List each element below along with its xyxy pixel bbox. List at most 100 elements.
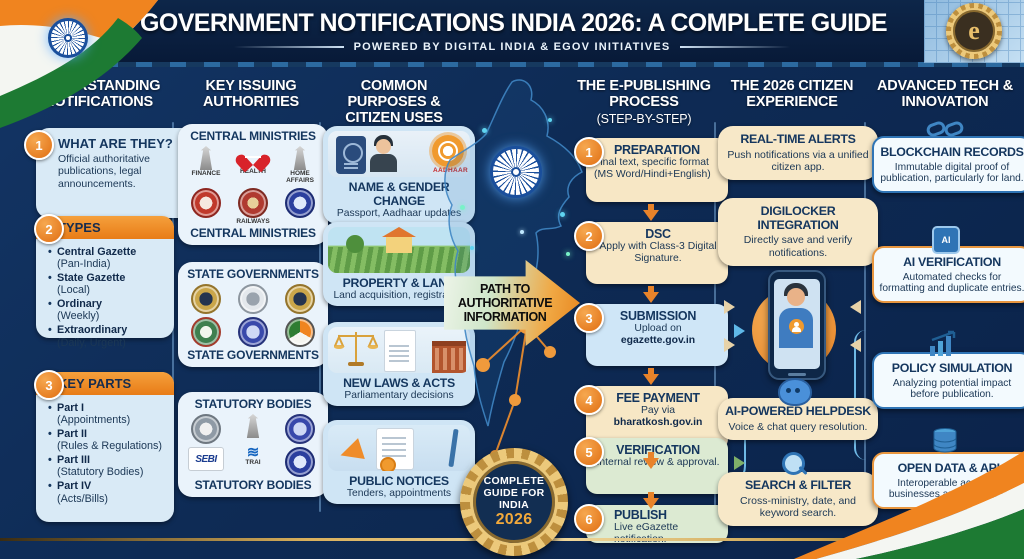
- types-card: 2 TYPES Central Gazette(Pan-India) State…: [34, 214, 174, 349]
- badge-year: 2026: [495, 510, 533, 528]
- step-number-badge: 6: [574, 504, 604, 534]
- database-icon: [933, 428, 957, 453]
- state-seal-icon: [285, 284, 315, 314]
- citizen-avatar: [787, 288, 805, 306]
- state-seal-icon: [238, 284, 268, 314]
- column-understanding: UNDERSTANDING NOTIFICATIONS 1 WHAT ARE T…: [22, 0, 204, 559]
- column-divider: [864, 122, 866, 512]
- statutory-seal-icon: [285, 447, 315, 477]
- megaphone-icon: [337, 438, 365, 466]
- step-body: Upload on egazette.gov.in: [620, 323, 696, 346]
- inflow-arrow-icon: [850, 338, 861, 352]
- ai-robot-icon: [778, 378, 812, 406]
- inflow-arrow-icon: [850, 300, 861, 314]
- state-seal-icon: [238, 317, 268, 347]
- icon-label: RAILWAYS: [236, 217, 270, 225]
- group-title: STATUTORY BODIES: [194, 397, 312, 411]
- ashoka-pillar-icon: [246, 414, 260, 438]
- card-body: Voice & chat query resolution.: [728, 420, 868, 433]
- step-submission: 3 SUBMISSION Upload on egazette.gov.in: [574, 303, 745, 366]
- flow-right-arrow-icon: [734, 456, 745, 470]
- state-seal-icon: [191, 284, 221, 314]
- scales-icon: [334, 332, 378, 366]
- flow-down-arrow-icon: [643, 452, 659, 469]
- policy-simulation-card: POLICY SIMULATION Analyzing potential im…: [872, 352, 1024, 410]
- step-body: Live eGazette notification.: [614, 522, 679, 545]
- ai-helpdesk-card: AI-POWERED HELPDESK Voice & chat query r…: [718, 398, 878, 441]
- list-item: Ordinary(Weekly): [48, 298, 168, 322]
- icon-row: SEBI ≋ TRAI: [180, 444, 326, 477]
- group-footer: CENTRAL MINISTRIES: [190, 226, 316, 241]
- card-body: Immutable digital proof of publication, …: [880, 161, 1024, 185]
- india-flag-wave-icon: [0, 0, 158, 128]
- list-item: Part II(Rules & Regulations): [48, 428, 168, 452]
- step-number-badge: 1: [24, 130, 54, 160]
- step-title: PREPARATION: [614, 143, 700, 157]
- column-subheading: (STEP-BY-STEP): [596, 112, 692, 126]
- card-title: KEY PARTS: [36, 372, 174, 395]
- card-title: NAME & GENDER CHANGE: [348, 180, 450, 208]
- ai-chip-icon: AI: [932, 226, 960, 254]
- card-title: BLOCKCHAIN RECORDS: [880, 145, 1024, 159]
- step-number-badge: 5: [574, 437, 604, 467]
- group-footer: STATUTORY BODIES: [194, 478, 312, 492]
- inflow-arrow-icon: [724, 300, 735, 314]
- card-subtitle: Land acquisition, registration: [333, 290, 465, 301]
- step-number-badge: 2: [574, 221, 604, 251]
- citizen-phone-illustration: [768, 270, 826, 380]
- finance-emblem-icon: [199, 146, 213, 170]
- icon-label: HOME AFFAIRS: [286, 170, 314, 184]
- column-heading: KEY ISSUING AUTHORITIES: [202, 78, 300, 111]
- icon-label: HEALTH: [240, 168, 266, 175]
- path-arrow-label: PATH TO AUTHORITATIVE INFORMATION: [457, 282, 553, 324]
- flow-connector-curve: [854, 330, 870, 460]
- card-body: Push notifications via a unified citizen…: [727, 148, 869, 174]
- flow-down-arrow-icon: [643, 204, 659, 221]
- step-number-badge: 3: [574, 303, 604, 333]
- icon-row: RAILWAYS: [180, 187, 326, 226]
- column-citizen-experience: THE 2026 CITIZEN EXPERIENCE REAL-TIME AL…: [718, 0, 878, 559]
- step-number-badge: 4: [574, 385, 604, 415]
- page-title: GOVERNMENT NOTIFICATIONS INDIA 2026: A C…: [140, 9, 888, 37]
- what-are-they-card: 1 WHAT ARE THEY? Official authoritative …: [24, 128, 204, 218]
- new-laws-acts-card: NEW LAWS & ACTS Parliamentary decisions: [323, 322, 475, 407]
- icon-label: TRAI: [245, 459, 261, 466]
- central-ministries-card: CENTRAL MINISTRIES FINANCE HEALTH HOME A…: [178, 124, 328, 246]
- step-body: Apply with Class-3 Digital Signature.: [599, 241, 717, 264]
- card-title: PROPERTY & LAND: [342, 276, 456, 290]
- subtitle-row: POWERED BY DIGITAL INDIA & EGOV INITIATI…: [0, 41, 1024, 53]
- icon-row: [180, 414, 326, 444]
- blockchain-records-card: BLOCKCHAIN RECORDS Immutable digital pro…: [872, 136, 1024, 194]
- passport-icon: [336, 136, 366, 174]
- card-subtitle: Tenders, appointments: [346, 488, 452, 499]
- card-title: NEW LAWS & ACTS: [343, 376, 455, 390]
- bullet-list: Central Gazette(Pan-India) State Gazette…: [36, 239, 174, 358]
- card-body: Automated checks for formatting and dupl…: [879, 271, 1024, 295]
- name-gender-change-card: AADHAAR NAME & GENDER CHANGE Passport, A…: [323, 126, 475, 225]
- badge-line: GUIDE FOR: [483, 486, 545, 499]
- group-title: CENTRAL MINISTRIES: [190, 129, 316, 143]
- key-parts-card: 3 KEY PARTS Part I(Appointments) Part II…: [34, 370, 174, 522]
- state-governments-card: STATE GOVERNMENTS STATE GOVERNMENTS: [178, 262, 328, 367]
- trai-logo-icon: ≋: [246, 444, 260, 461]
- list-item: Part III(Statutory Bodies): [48, 454, 168, 478]
- state-seal-icon: [191, 317, 221, 347]
- egazette-seal-icon: e: [946, 3, 1002, 59]
- card-title: OPEN DATA & APIs: [897, 461, 1007, 475]
- step-number-badge: 3: [34, 370, 64, 400]
- ministry-seal-icon: [285, 187, 315, 218]
- icon-row: FINANCE HEALTH HOME AFFAIRS: [180, 146, 326, 185]
- parliament-building-icon: [432, 341, 466, 373]
- badge-line: COMPLETE: [483, 474, 545, 487]
- step-title: SUBMISSION: [619, 309, 697, 323]
- user-badge-icon: [789, 319, 804, 334]
- card-title: REAL-TIME ALERTS: [740, 132, 856, 146]
- card-subtitle: Parliamentary decisions: [344, 390, 454, 401]
- home-affairs-emblem-icon: [293, 146, 307, 170]
- card-title: PUBLIC NOTICES: [349, 474, 449, 488]
- growth-chart-icon: [930, 330, 956, 356]
- ai-verification-card: AI VERIFICATION Automated checks for for…: [872, 246, 1024, 304]
- public-notices-card: PUBLIC NOTICES Tenders, appointments: [323, 420, 475, 505]
- search-filter-card: SEARCH & FILTER Cross-ministry, date, an…: [718, 472, 878, 527]
